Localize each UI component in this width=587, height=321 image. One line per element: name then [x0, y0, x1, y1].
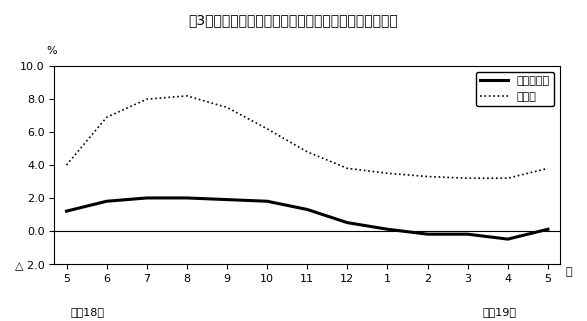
- Text: 第3図　常用雇用指数対前年比の推移（規模５人以上）: 第3図 常用雇用指数対前年比の推移（規模５人以上）: [188, 13, 399, 27]
- Text: 平成18年: 平成18年: [70, 307, 104, 317]
- Legend: 調査産業計, 製造業: 調査産業計, 製造業: [475, 72, 554, 106]
- Text: 月: 月: [566, 267, 572, 277]
- Text: %: %: [46, 46, 57, 56]
- Text: 平成19年: 平成19年: [483, 307, 517, 317]
